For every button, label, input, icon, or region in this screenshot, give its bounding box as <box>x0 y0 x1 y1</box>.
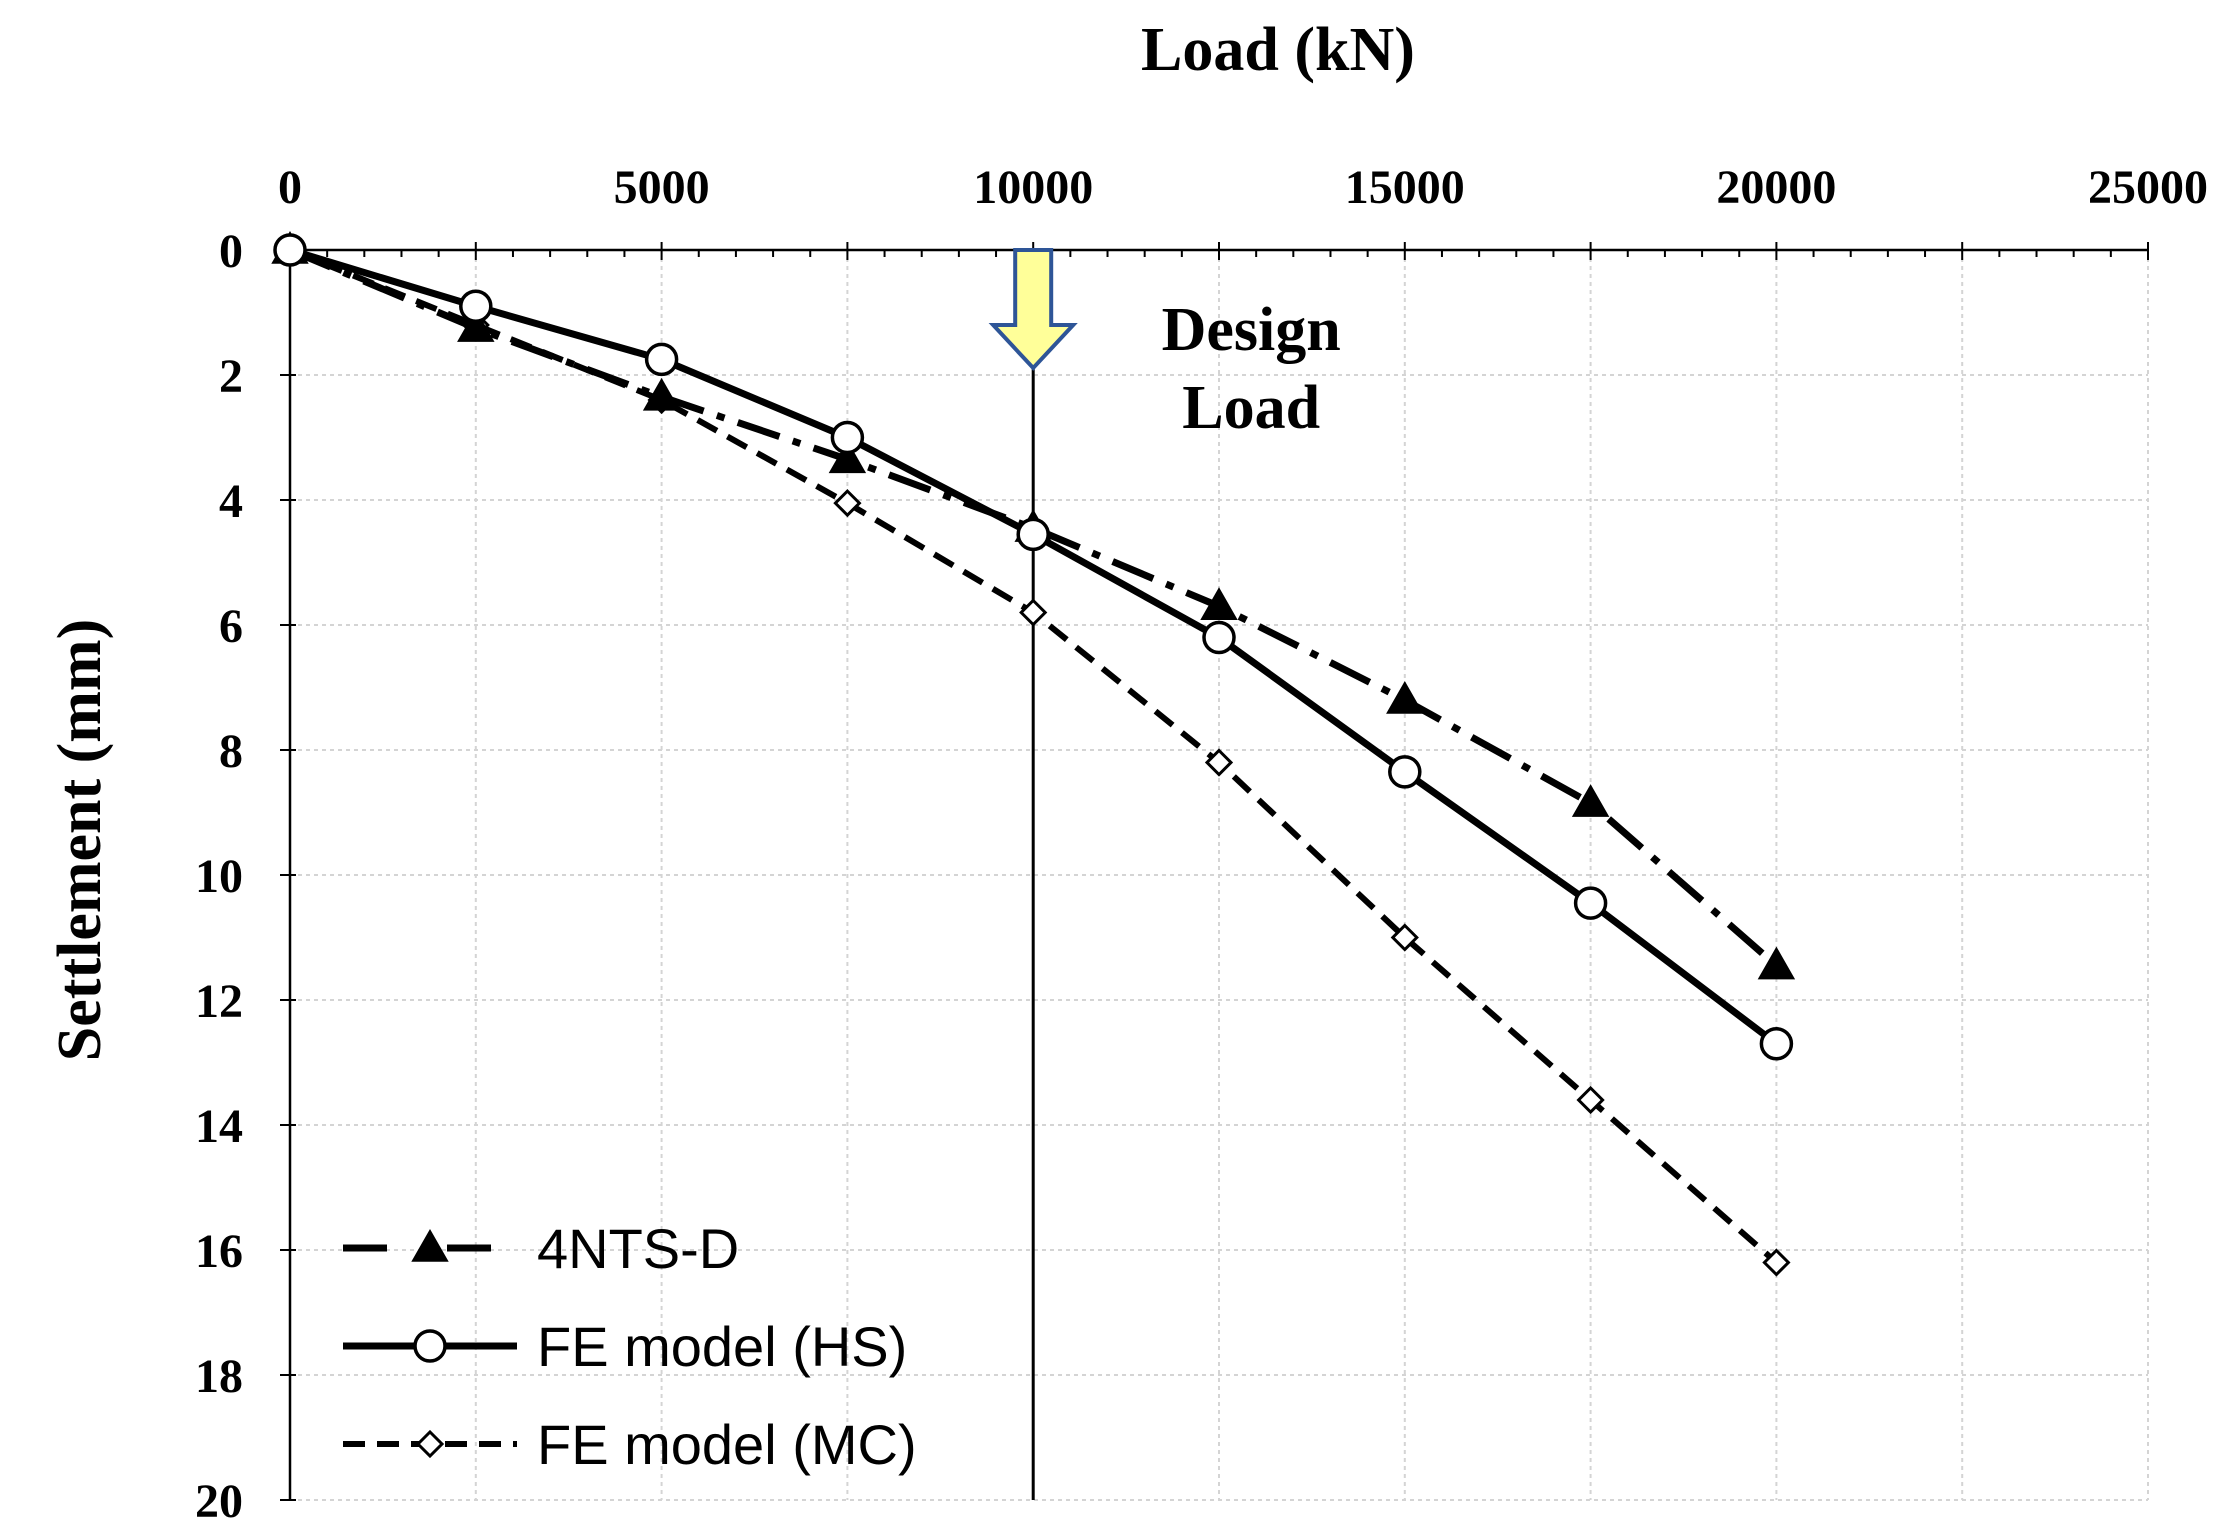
data-point <box>1386 680 1424 714</box>
data-point <box>1016 517 1050 552</box>
data-point <box>833 489 862 518</box>
series-fe-model-hs- <box>273 233 1794 1061</box>
legend-item: FE model (MC) <box>343 1413 917 1476</box>
design-load-label-line1: Design <box>1162 296 1341 364</box>
y-tick-label: 10 <box>195 850 243 903</box>
y-tick-label: 6 <box>219 600 243 653</box>
series-line <box>288 246 1779 969</box>
data-point <box>1757 946 1796 980</box>
y-tick-label: 0 <box>219 225 243 278</box>
data-point <box>1388 755 1422 789</box>
legend: 4NTS-D FE model (HS) FE model (MC) <box>343 1217 917 1476</box>
design-load-arrow-icon <box>988 248 1078 371</box>
legend-marker <box>415 1429 445 1459</box>
x-tick-label: 25000 <box>2088 161 2208 214</box>
y-tick-label: 20 <box>195 1475 243 1528</box>
data-point <box>457 309 495 342</box>
data-point <box>1759 1027 1794 1061</box>
data-point <box>644 342 679 377</box>
x-axis-title: Load (kN) <box>1141 16 1415 84</box>
data-point <box>1390 923 1419 952</box>
legend-label: FE model (HS) <box>537 1315 907 1378</box>
data-point <box>830 420 865 455</box>
x-tick-label: 0 <box>278 161 302 214</box>
design-load-label-line2: Load <box>1182 374 1320 442</box>
legend-marker <box>413 1329 447 1363</box>
tick-labels: 0 5000 10000 15000 20000 25000 0 2 4 6 8 10 12 14 16 18… <box>195 161 2208 1528</box>
data-point <box>459 289 493 323</box>
x-tick-label: 5000 <box>614 161 710 214</box>
legend-item: 4NTS-D <box>343 1217 739 1280</box>
y-tick-label: 2 <box>219 350 243 403</box>
series-group <box>271 230 1796 1277</box>
legend-label: FE model (MC) <box>537 1413 917 1476</box>
y-tick-label: 18 <box>195 1350 243 1403</box>
design-load-annotation: Design Load <box>988 248 1341 1500</box>
data-point <box>1762 1248 1791 1277</box>
legend-marker <box>411 1228 449 1262</box>
x-tick-label: 10000 <box>973 161 1093 214</box>
data-point <box>1204 748 1234 777</box>
data-point <box>1573 886 1608 920</box>
data-point <box>1200 587 1238 620</box>
data-point <box>1576 1085 1605 1115</box>
data-point <box>273 233 307 267</box>
y-tick-label: 16 <box>195 1225 243 1278</box>
y-tick-label: 14 <box>195 1100 243 1153</box>
legend-item: FE model (HS) <box>343 1315 907 1378</box>
axes <box>280 242 2149 1501</box>
data-point <box>1571 784 1610 817</box>
y-axis-title: Settlement (mm) <box>46 619 114 1061</box>
y-tick-label: 12 <box>195 975 243 1028</box>
x-tick-label: 20000 <box>1716 161 1836 214</box>
x-tick-label: 15000 <box>1345 161 1465 214</box>
data-point <box>1202 620 1236 655</box>
y-tick-label: 8 <box>219 725 243 778</box>
data-point <box>1019 598 1048 627</box>
legend-label: 4NTS-D <box>537 1217 739 1280</box>
data-point <box>642 377 681 411</box>
y-tick-label: 4 <box>219 475 243 528</box>
data-point <box>828 440 867 474</box>
